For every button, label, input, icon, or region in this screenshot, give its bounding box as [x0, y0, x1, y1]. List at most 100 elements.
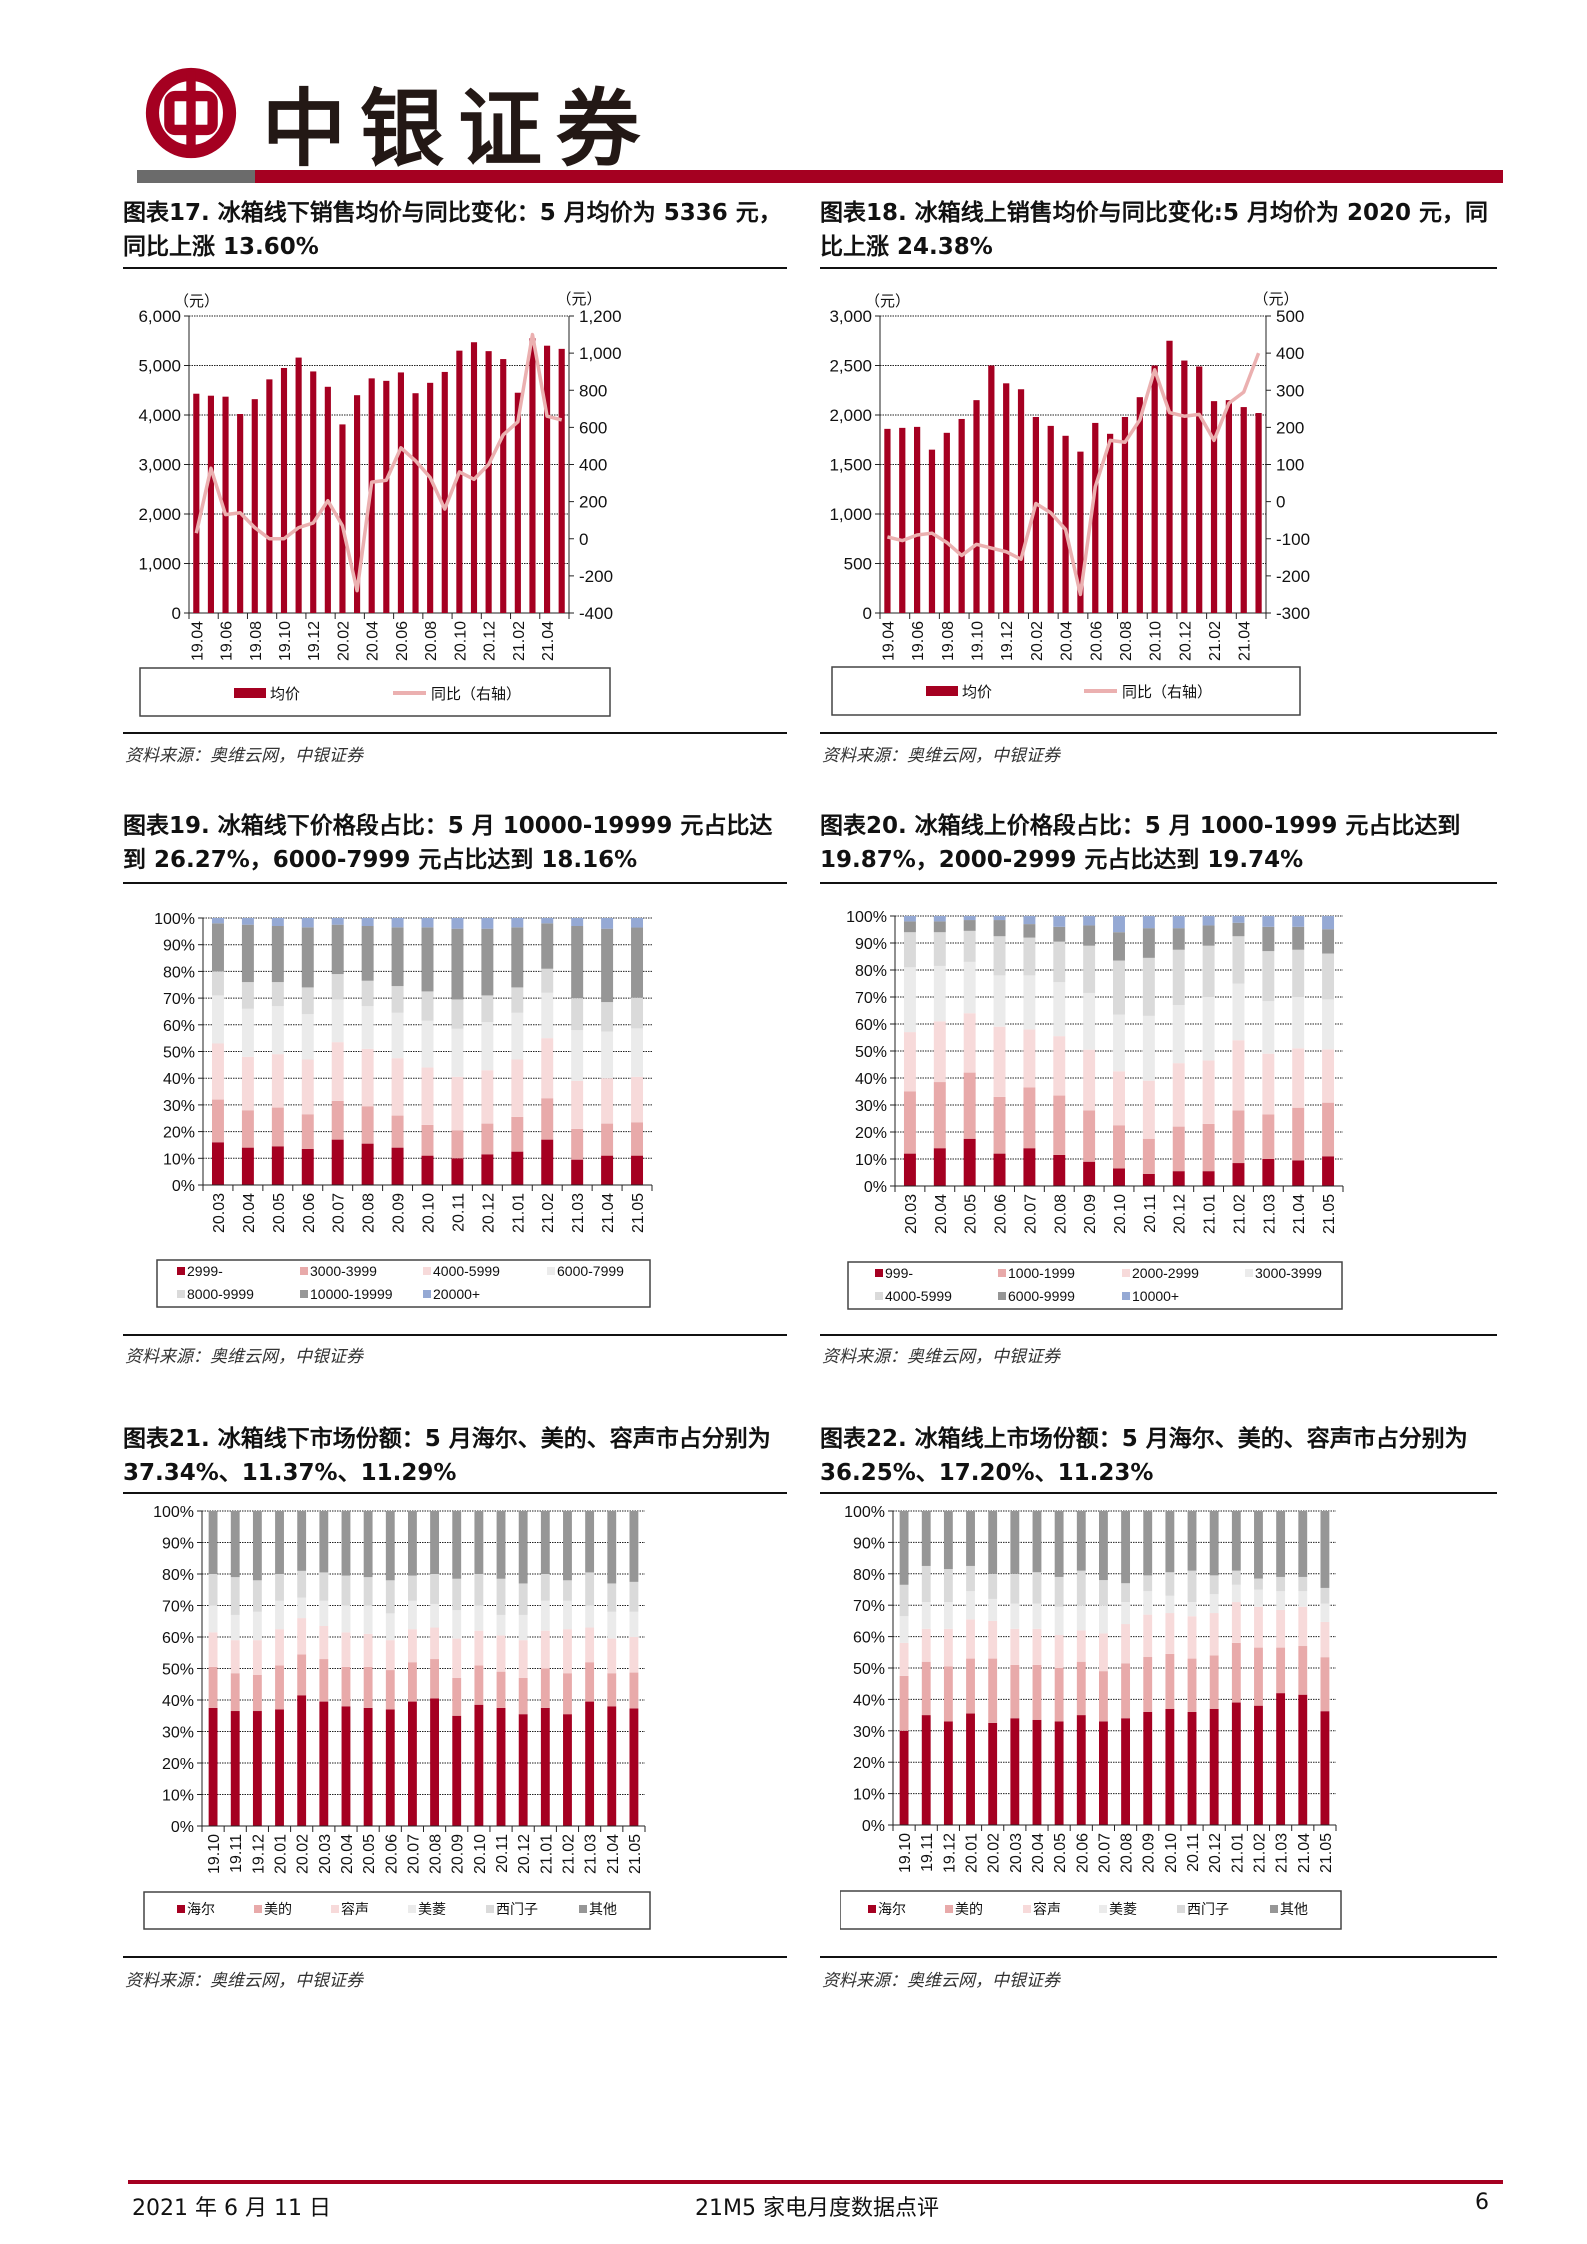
legend-swatch	[547, 1267, 555, 1275]
bar-segment-2000-2999-20.10	[1113, 1071, 1125, 1126]
x-tick-label: 21.04	[1291, 1194, 1308, 1234]
y-tick-label-left: 1,000	[138, 555, 181, 574]
figure-17-source: 资料来源：奥维云网，中银证券	[125, 746, 363, 766]
y-tick-label: 30%	[162, 1725, 194, 1742]
bar-segment-10000-19999-20.08	[361, 926, 374, 981]
bar-segment-美菱-20.06	[385, 1613, 395, 1641]
bar-segment-海尔-20.05	[363, 1707, 373, 1826]
bar-20.05	[383, 380, 390, 613]
x-tick-label: 20.05	[1052, 1833, 1069, 1873]
bar-segment-容声-19.12	[252, 1640, 262, 1675]
y-tick-label-right: 0	[579, 530, 588, 549]
y-tick-label: 20%	[163, 1125, 195, 1142]
bar-segment-容声-20.07	[1098, 1633, 1108, 1672]
bar-segment-其他-20.02	[988, 1511, 998, 1574]
bar-segment-2999--20.05	[271, 1146, 284, 1185]
bar-segment-美的-19.11	[921, 1661, 931, 1716]
brand-name: 中银证券	[262, 79, 655, 178]
bar-20.03	[1047, 425, 1054, 613]
bar-segment-8000-9999-21.02	[541, 968, 554, 993]
bar-segment-4000-5999-20.10	[1113, 960, 1125, 1015]
y-tick-label: 70%	[853, 1598, 885, 1615]
y-tick-label-left: 2,000	[829, 406, 872, 425]
legend-label: 同比（右轴）	[431, 686, 521, 703]
bar-segment-3000-3999-20.05	[271, 1107, 284, 1147]
bar-segment-2000-2999-21.03	[1262, 1053, 1275, 1115]
bar-segment-3000-3999-20.03	[211, 1099, 224, 1143]
chart-online-price-segments: 0% 10% 20% 30% 40% 50% 60% 70% 80% 90% 100% 20.03 20…	[846, 909, 1344, 1310]
bar-segment-容声-21.04	[1298, 1606, 1308, 1647]
x-tick-label: 20.02	[295, 1834, 312, 1874]
bar-segment-其他-19.10	[208, 1511, 218, 1574]
bar-segment-10000+-21.02	[1232, 916, 1245, 923]
bar-segment-海尔-20.11	[496, 1707, 506, 1826]
bar-segment-其他-19.12	[252, 1511, 262, 1581]
bar-segment-8000-9999-21.04	[601, 1002, 614, 1032]
bar-segment-美菱-20.06	[1076, 1605, 1086, 1631]
bar-segment-8000-9999-20.10	[421, 991, 434, 1021]
bar-segment-2999--21.02	[541, 1139, 554, 1185]
bar-segment-10000-19999-21.04	[601, 928, 614, 1003]
x-tick-label: 20.04	[1030, 1833, 1047, 1873]
bar-segment-海尔-20.12	[1209, 1708, 1219, 1825]
bar-segment-海尔-20.09	[1143, 1711, 1153, 1825]
y-tick-label-right: 100	[1276, 456, 1304, 475]
bar-19.12	[1003, 383, 1010, 613]
legend-swatch	[254, 1905, 262, 1913]
bar-segment-美菱-19.12	[943, 1602, 953, 1629]
bar-segment-4000-5999-20.09	[391, 1058, 404, 1116]
bar-segment-20000+-20.04	[241, 918, 254, 925]
x-tick-label: 20.10	[452, 621, 469, 661]
bar-segment-海尔-20.04	[1032, 1719, 1042, 1825]
bar-segment-海尔-21.01	[540, 1707, 550, 1826]
bank-of-china-logo-icon	[145, 67, 237, 159]
bar-segment-999--21.04	[1292, 1160, 1305, 1186]
legend-swatch	[579, 1905, 587, 1913]
x-tick-label: 20.06	[993, 1194, 1010, 1234]
bar-20.07	[1106, 433, 1114, 613]
bar-segment-10000-19999-21.03	[571, 926, 584, 999]
bar-segment-容声-20.07	[407, 1629, 417, 1663]
bar-segment-海尔-21.04	[1298, 1694, 1308, 1825]
bar-segment-3000-3999-21.05	[631, 1122, 644, 1156]
bar-segment-3000-3999-21.02	[541, 1098, 554, 1140]
bar-segment-美的-19.12	[252, 1674, 262, 1712]
legend-label: 6000-7999	[557, 1263, 624, 1279]
bar-segment-4000-5999-21.05	[631, 1076, 644, 1123]
legend-swatch	[998, 1292, 1006, 1300]
bar-segment-1000-1999-20.10	[1113, 1125, 1125, 1169]
figure-22-source: 资料来源：奥维云网，中银证券	[822, 1971, 1060, 1991]
legend-label: 海尔	[187, 1901, 215, 1917]
x-tick-label: 20.05	[963, 1194, 980, 1234]
title-rule	[820, 882, 1497, 884]
legend-swatch	[1270, 1905, 1278, 1913]
bar-segment-海尔-19.11	[921, 1715, 931, 1825]
x-tick-label: 21.04	[1237, 621, 1254, 661]
bar-segment-美的-21.04	[607, 1673, 617, 1707]
x-tick-label: 20.10	[472, 1834, 489, 1874]
bar-segment-4000-5999-20.12	[481, 1070, 494, 1124]
bar-segment-其他-20.04	[341, 1511, 351, 1576]
bar-segment-10000+-21.03	[1262, 916, 1275, 927]
legend-label: 10000-19999	[310, 1286, 393, 1302]
bar-segment-999--20.07	[1023, 1148, 1036, 1186]
bar-segment-美菱-20.10	[474, 1605, 484, 1631]
bar-segment-其他-21.01	[1231, 1511, 1241, 1571]
bar-segment-美菱-20.07	[1098, 1605, 1108, 1634]
bar-segment-美菱-21.02	[563, 1600, 572, 1630]
bar-segment-美的-20.09	[452, 1677, 462, 1716]
bar-segment-4000-5999-20.05	[963, 930, 976, 962]
legend-label: 999-	[885, 1265, 913, 1281]
bar-segment-4000-5999-21.05	[1322, 953, 1335, 1000]
y-tick-label: 10%	[163, 1151, 195, 1168]
bar-segment-20000+-20.08	[361, 918, 374, 927]
bar-segment-海尔-20.04	[341, 1706, 351, 1826]
bar-segment-6000-7999-20.05	[271, 1006, 284, 1055]
bar-segment-10000+-21.01	[1202, 916, 1215, 926]
bar-segment-10000-19999-20.11	[451, 928, 464, 1000]
bar-segment-西门子-20.12	[518, 1583, 528, 1615]
bar-20.12	[485, 351, 492, 613]
legend-label: 3000-3999	[1255, 1265, 1322, 1281]
bar-segment-6000-7999-20.07	[331, 999, 344, 1043]
bar-segment-6000-9999-21.04	[1292, 926, 1305, 950]
